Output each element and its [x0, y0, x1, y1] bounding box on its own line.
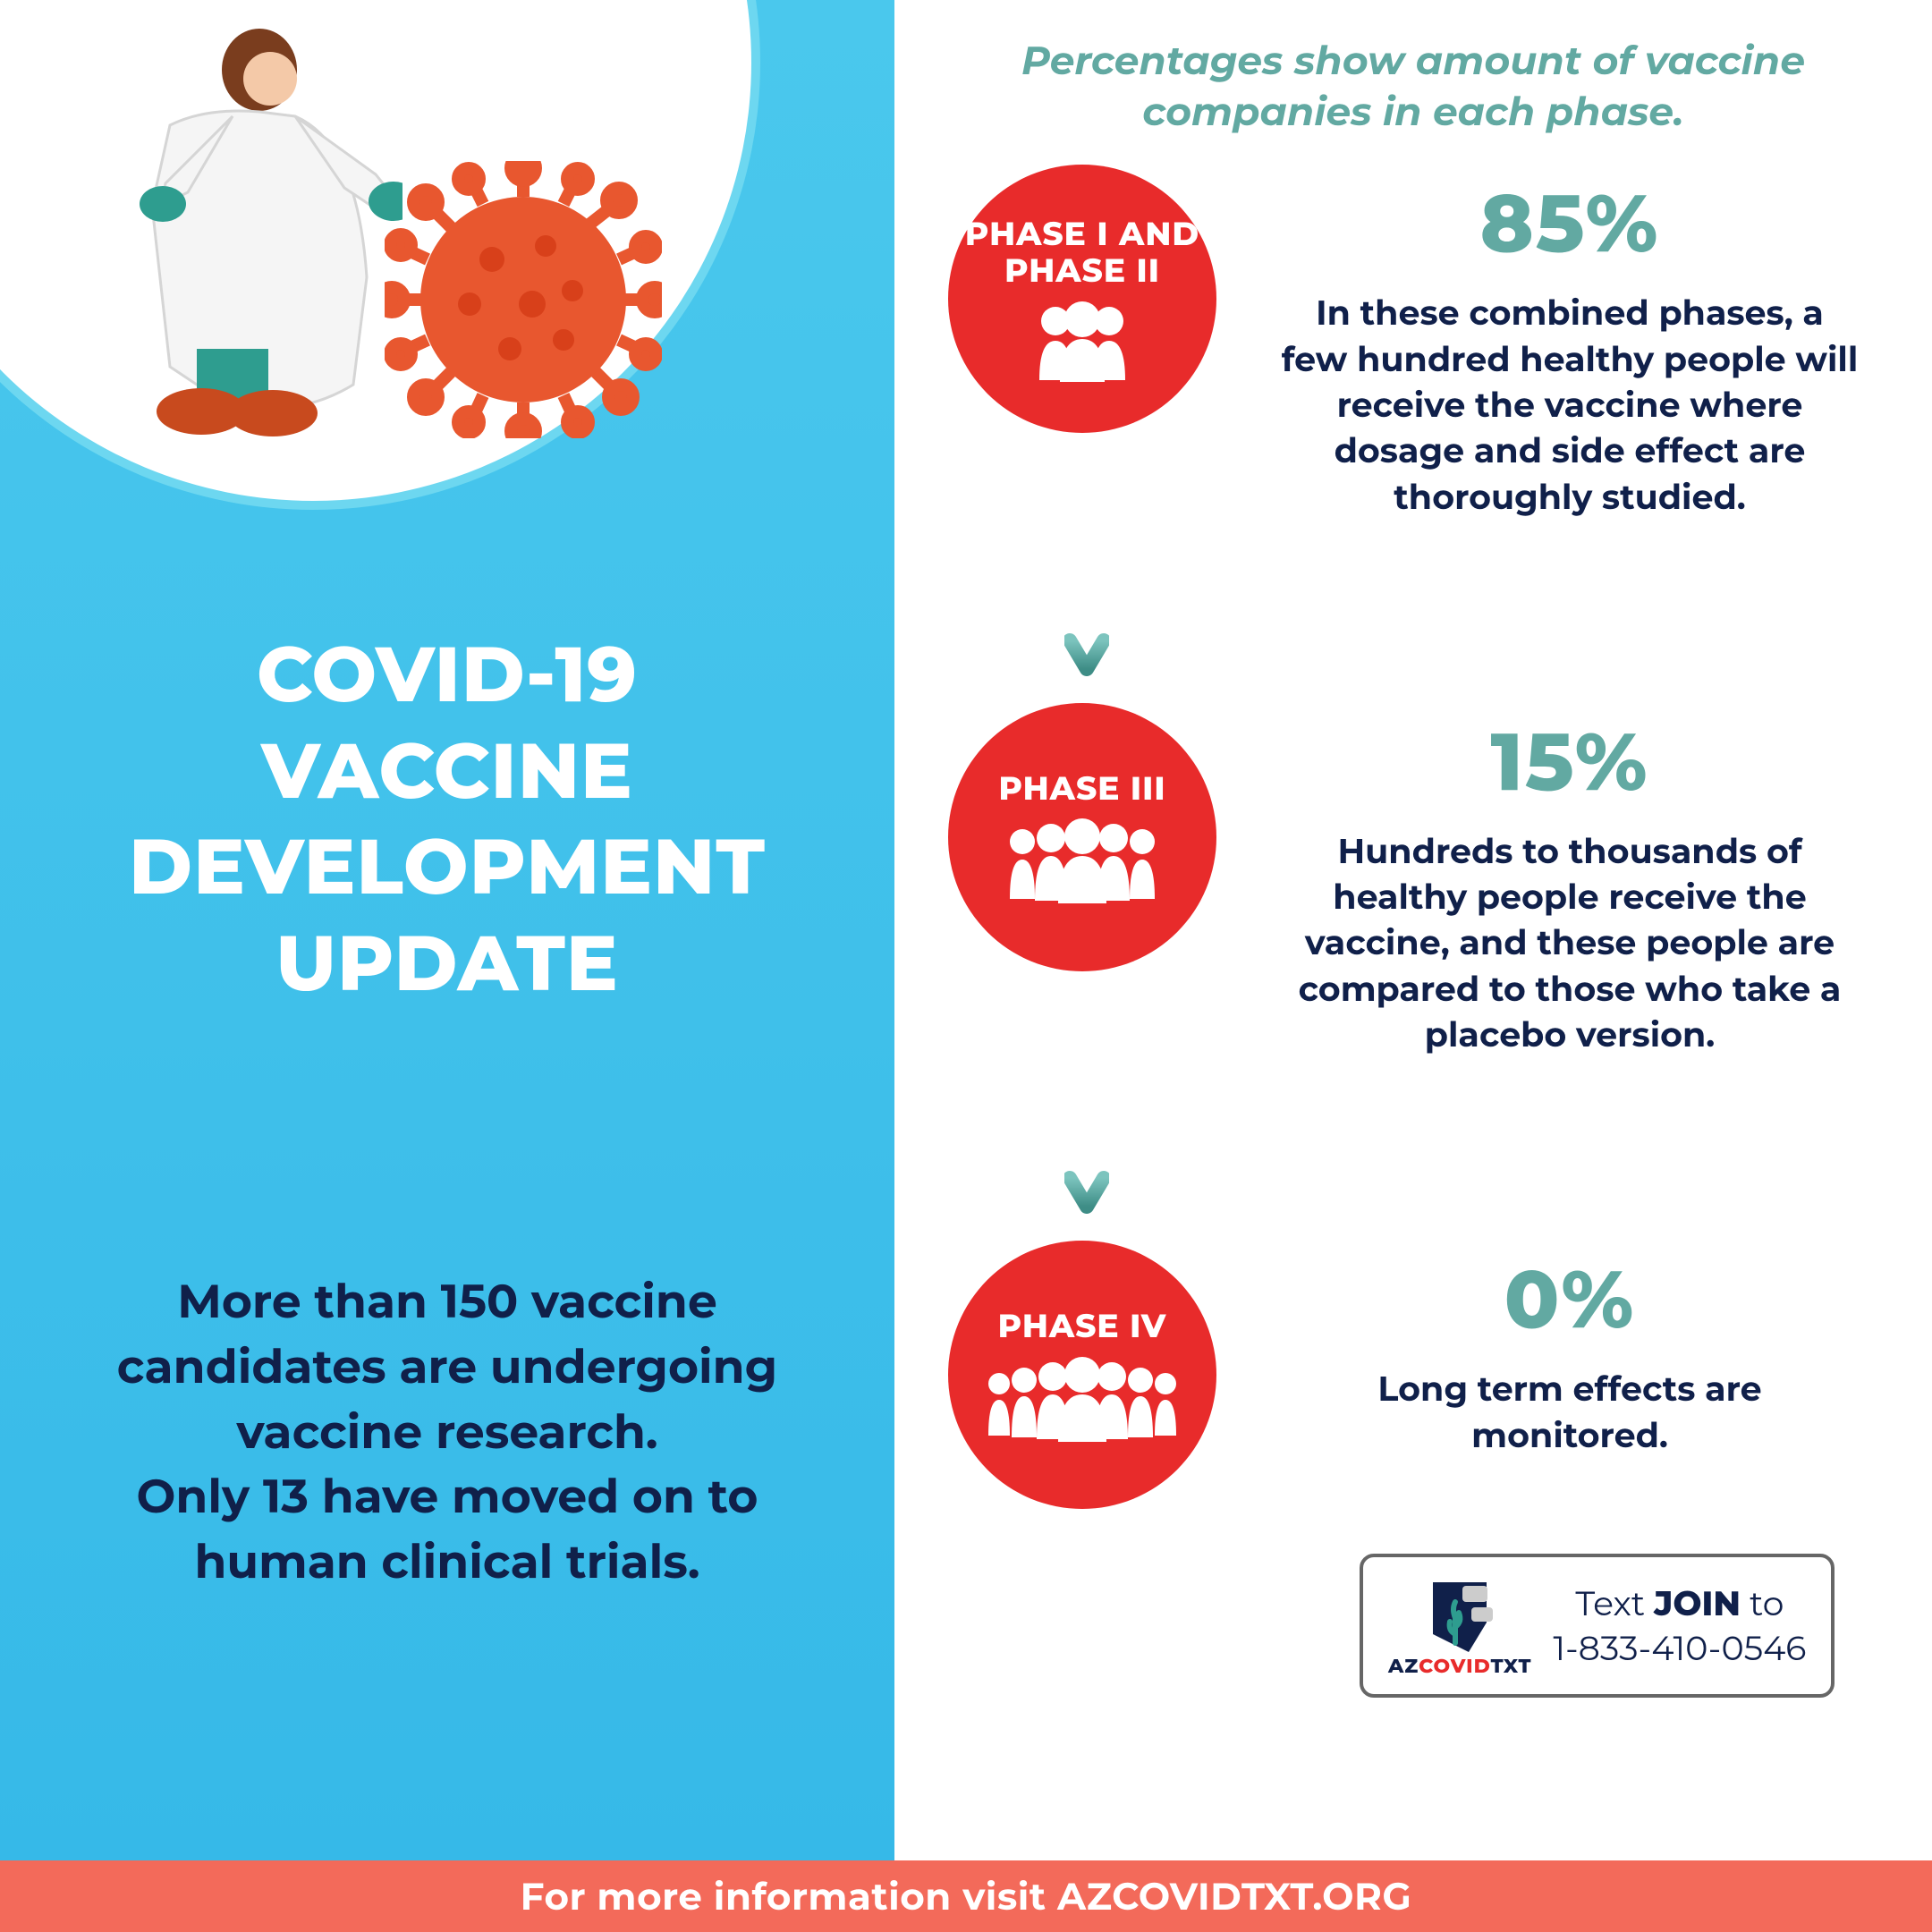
phase-3-desc: Hundreds to thousands of healthy people … — [1261, 828, 1878, 1057]
left-panel: COVID-19 VACCINE DEVELOPMENT UPDATE More… — [0, 0, 894, 1860]
cta-box: AZCOVIDTXT Text JOIN to 1-833-410-0546 — [1360, 1554, 1835, 1698]
cta-phone: 1-833-410-0546 — [1553, 1627, 1806, 1669]
cta-logo-text: AZCOVIDTXT — [1388, 1654, 1531, 1678]
infographic-container: COVID-19 VACCINE DEVELOPMENT UPDATE More… — [0, 0, 1932, 1860]
people-icon — [997, 818, 1167, 903]
phase-1-2-row: PHASE I AND PHASE II 85% In these combin… — [948, 165, 1878, 519]
phase-1-2-label: PHASE I AND PHASE II — [948, 216, 1216, 291]
cta-logo: AZCOVIDTXT — [1388, 1573, 1531, 1678]
people-icon — [1020, 301, 1145, 382]
scientist-illustration — [98, 0, 599, 411]
arizona-icon — [1419, 1573, 1500, 1654]
cta-text: Text JOIN to 1-833-410-0546 — [1553, 1581, 1806, 1670]
scientist-icon — [116, 27, 402, 438]
hero-circle — [0, 0, 751, 501]
subtitle-line2: Only 13 have moved on to human clinical … — [137, 1469, 758, 1590]
phase-1-2-desc: In these combined phases, a few hundred … — [1261, 290, 1878, 519]
subtitle-line1: More than 150 vaccine candidates are und… — [117, 1274, 777, 1461]
phase-1-2-circle: PHASE I AND PHASE II — [948, 165, 1216, 433]
people-icon — [979, 1357, 1185, 1442]
phase-1-2-pct: 85% — [1261, 174, 1878, 272]
header-note: Percentages show amount of vaccine compa… — [948, 27, 1878, 165]
phase-3-pct: 15% — [1261, 712, 1878, 810]
phase-3-row: PHASE III 15% Hundreds to thousands of h… — [948, 703, 1878, 1057]
phase-4-label: PHASE IV — [998, 1309, 1167, 1345]
phase-4-circle: PHASE IV — [948, 1241, 1216, 1509]
subtitle: More than 150 vaccine candidates are und… — [0, 1270, 894, 1596]
footer-bar: For more information visit AZCOVIDTXT.OR… — [0, 1860, 1932, 1932]
phase-4-pct: 0% — [1261, 1250, 1878, 1348]
right-panel: Percentages show amount of vaccine compa… — [894, 0, 1932, 1860]
virus-icon — [385, 161, 662, 438]
phase-3-text: 15% Hundreds to thousands of healthy peo… — [1261, 703, 1878, 1057]
phase-4-row: PHASE IV 0% Long term effects are monit — [948, 1241, 1878, 1509]
phase-4-desc: Long term effects are monitored. — [1261, 1366, 1878, 1458]
main-title: COVID-19 VACCINE DEVELOPMENT UPDATE — [0, 626, 894, 1011]
arrow-icon — [1064, 551, 1109, 676]
phase-1-2-text: 85% In these combined phases, a few hund… — [1261, 165, 1878, 519]
phase-4-text: 0% Long term effects are monitored. — [1261, 1241, 1878, 1458]
arrow-icon — [1064, 1089, 1109, 1214]
phase-3-label: PHASE III — [998, 771, 1165, 808]
phase-3-circle: PHASE III — [948, 703, 1216, 971]
